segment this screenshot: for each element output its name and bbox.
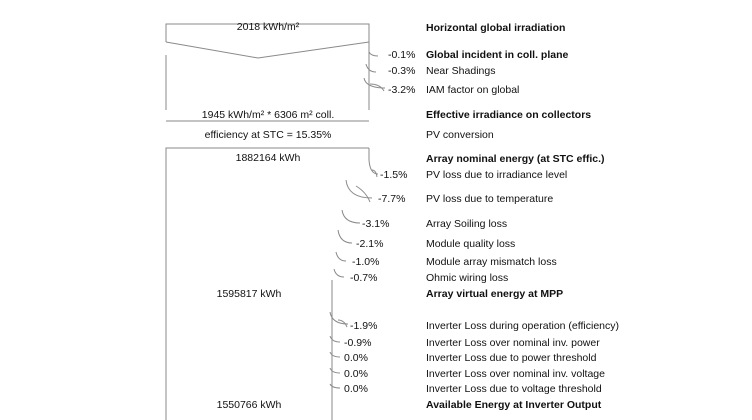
loss-label-inv-efficiency: Inverter Loss during operation (efficien… [426, 320, 619, 332]
irradiation-band [165, 23, 370, 42]
loss-label-soiling: Array Soiling loss [426, 218, 508, 230]
nominal-label: Array nominal energy (at STC effic.) [426, 153, 605, 165]
loss-label-quality: Module quality loss [426, 238, 516, 250]
loss-branch-mismatch [335, 251, 347, 262]
loss-branch-iam-inner [369, 83, 385, 92]
loss-label-temperature: PV loss due to temperature [426, 193, 554, 205]
loss-pct-shadings: -0.3% [388, 65, 416, 77]
loss-label-inv-power: Inverter Loss over nominal inv. power [426, 337, 600, 349]
loss-pct-soiling: -3.1% [362, 218, 390, 230]
loss-branch-irradiance-level-inner [371, 169, 378, 178]
output-label: Available Energy at Inverter Output [426, 399, 602, 411]
irradiation-value: 2018 kWh/m² [236, 21, 300, 33]
loss-label-inv-voltage: Inverter Loss over nominal inv. voltage [426, 368, 605, 380]
loss-pct-inv-power: -0.9% [344, 337, 372, 349]
loss-branch-inv-efficiency [329, 311, 349, 325]
loss-branch-soiling [341, 209, 361, 224]
loss-branch-iam [363, 77, 386, 89]
loss-pct-irradiance-level: -1.5% [380, 169, 408, 181]
nominal-value: 1882164 kWh [235, 152, 301, 164]
conversion-label: PV conversion [426, 129, 494, 141]
effective-label: Effective irradiance on collectors [426, 109, 592, 121]
loss-branch-wiring [333, 268, 345, 278]
loss-label-shadings: Near Shadings [426, 65, 496, 77]
loss-label-iam: IAM factor on global [426, 84, 520, 96]
loss-branch-temperature [345, 179, 373, 199]
loss-label-inv-voltage-threshold: Inverter Loss due to voltage threshold [426, 383, 602, 395]
loss-label-wiring: Ohmic wiring loss [426, 272, 509, 284]
loss-label-inv-threshold: Inverter Loss due to power threshold [426, 352, 597, 364]
loss-branch-irradiance-level [368, 159, 379, 175]
loss-pct-quality: -2.1% [356, 238, 384, 250]
loss-label-irradiance-level: PV loss due to irradiance level [426, 169, 568, 181]
array-band-top [165, 147, 369, 420]
loss-branch-inv-voltage-threshold [329, 383, 341, 389]
irradiation-label: Horizontal global irradiation [426, 22, 566, 34]
loss-branch-inv-power [329, 335, 341, 343]
irradiation-arrow [165, 41, 370, 59]
loss-branch-inv-voltage [329, 367, 341, 374]
loss-pct-incident: -0.1% [388, 49, 416, 61]
loss-pct-inv-efficiency: -1.9% [350, 320, 378, 332]
loss-pct-temperature: -7.7% [378, 193, 406, 205]
mpp-value: 1595817 kWh [216, 288, 282, 300]
loss-pct-inv-voltage: 0.0% [344, 368, 368, 380]
loss-pct-inv-threshold: 0.0% [344, 352, 368, 364]
loss-branch-quality [337, 229, 353, 244]
loss-branch-inv-efficiency-inner [337, 319, 348, 328]
loss-branch-temperature-inner [355, 185, 371, 203]
loss-label-incident: Global incident in coll. plane [426, 49, 569, 61]
loss-branch-inv-threshold [329, 351, 341, 358]
loss-label-mismatch: Module array mismatch loss [426, 256, 557, 268]
mpp-label: Array virtual energy at MPP [426, 288, 564, 300]
effective-value: 1945 kWh/m² * 6306 m² coll. [201, 109, 335, 121]
loss-branch-shadings [365, 63, 377, 73]
output-value: 1550766 kWh [216, 399, 282, 411]
loss-pct-mismatch: -1.0% [352, 256, 380, 268]
loss-pct-iam: -3.2% [388, 84, 416, 96]
loss-pct-wiring: -0.7% [350, 272, 378, 284]
loss-branch-incident [368, 51, 379, 57]
loss-pct-inv-voltage-threshold: 0.0% [344, 383, 368, 395]
conversion-value: efficiency at STC = 15.35% [204, 129, 332, 141]
